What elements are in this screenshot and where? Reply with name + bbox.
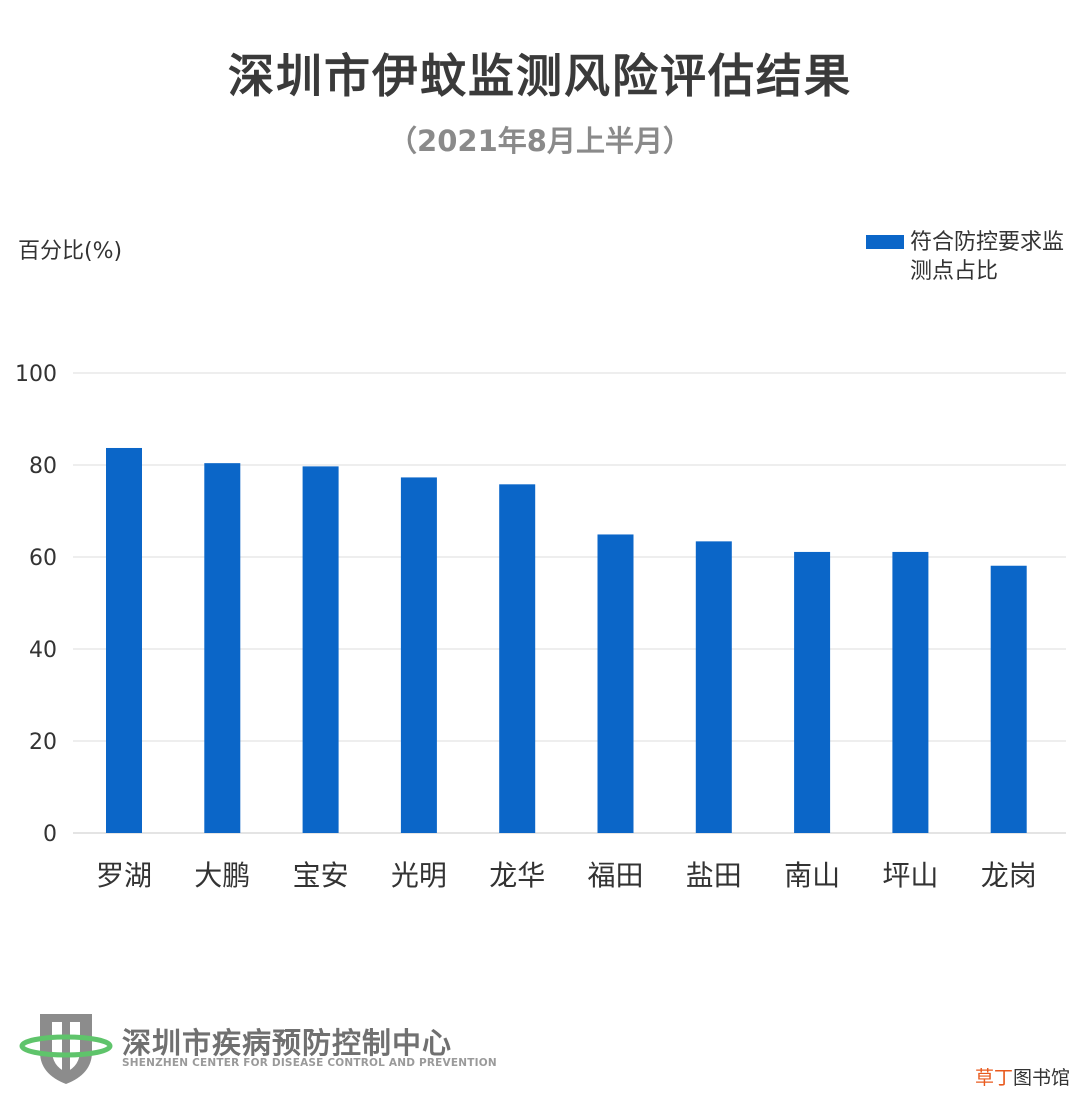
bar bbox=[302, 466, 339, 833]
bar-chart: 0 20 40 60 80 100 罗湖 大鹏 宝安 光明 龙华 福田 盐田 南山 坪山 龙岗 bbox=[15, 362, 1066, 892]
legend-label: 符合防控要求监测点占比 bbox=[910, 230, 1065, 284]
bar bbox=[695, 541, 732, 833]
logo-name-en: SHENZHEN CENTER FOR DISEASE CONTROL AND … bbox=[122, 1057, 497, 1069]
watermark: 草丁图书馆 bbox=[975, 1063, 1070, 1090]
legend: 符合防控要求监测点占比 bbox=[866, 228, 1071, 286]
x-tick-label: 大鹏 bbox=[194, 859, 250, 892]
bar bbox=[499, 484, 536, 833]
bar bbox=[990, 565, 1027, 833]
bar bbox=[400, 477, 437, 833]
x-tick-label: 罗湖 bbox=[96, 859, 152, 892]
x-tick-label: 龙华 bbox=[489, 859, 545, 892]
cdc-logo: 深圳市疾病预防控制中心 SHENZHEN CENTER FOR DISEASE … bbox=[18, 1008, 497, 1088]
x-tick-label: 盐田 bbox=[686, 859, 742, 892]
y-tick-label: 40 bbox=[29, 638, 57, 663]
y-axis-label: 百分比(%) bbox=[18, 239, 123, 264]
y-tick-label: 20 bbox=[29, 730, 57, 755]
logo-name-cn: 深圳市疾病预防控制中心 bbox=[122, 1026, 453, 1060]
watermark-accent: 草丁 bbox=[974, 1067, 1013, 1089]
bar bbox=[892, 551, 929, 833]
chart-title: 深圳市伊蚊监测风险评估结果 bbox=[228, 49, 852, 103]
x-tick-label: 南山 bbox=[784, 859, 840, 892]
y-tick-label: 60 bbox=[29, 546, 57, 571]
bar bbox=[106, 447, 142, 833]
y-tick-label: 100 bbox=[15, 362, 57, 387]
chart-subtitle: （2021年8月上半月） bbox=[388, 124, 692, 158]
bar bbox=[794, 551, 831, 833]
bar bbox=[597, 534, 634, 833]
legend-swatch bbox=[866, 235, 904, 249]
y-tick-label: 0 bbox=[43, 822, 57, 847]
x-tick-label: 坪山 bbox=[882, 859, 938, 892]
x-tick-label: 宝安 bbox=[293, 859, 349, 892]
cdc-shield-icon bbox=[19, 1014, 113, 1084]
y-tick-label: 80 bbox=[29, 454, 57, 479]
bar bbox=[204, 463, 241, 833]
x-tick-label: 福田 bbox=[587, 859, 643, 892]
x-tick-label: 光明 bbox=[391, 859, 447, 892]
watermark-rest: 图书馆 bbox=[1012, 1067, 1070, 1089]
x-tick-label: 龙岗 bbox=[981, 859, 1037, 892]
